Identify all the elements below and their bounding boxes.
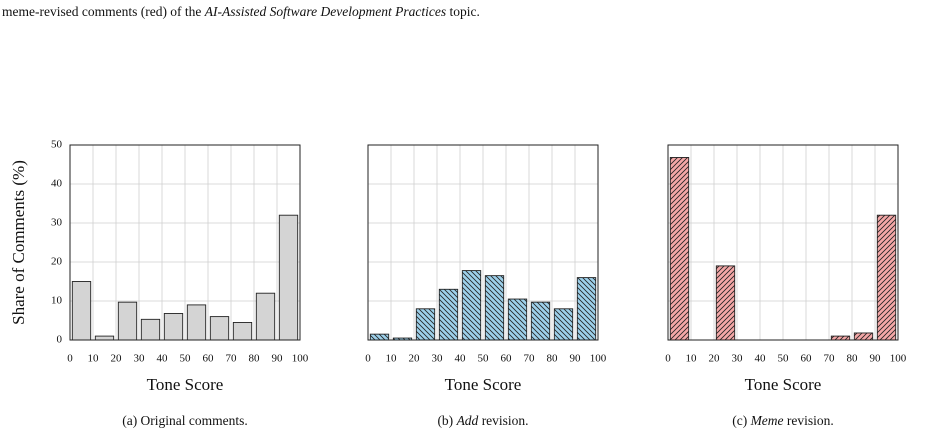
x-tick-label: 10 <box>386 353 398 365</box>
x-tick-label: 90 <box>870 353 882 365</box>
subcaption-text: (b) <box>437 413 456 428</box>
bar <box>415 308 436 341</box>
y-tick-label: 20 <box>51 256 63 268</box>
x-tick-label: 60 <box>203 353 215 365</box>
x-tick-label: 80 <box>249 353 261 365</box>
x-tick-label: 50 <box>180 353 192 365</box>
x-tick-label: 70 <box>524 353 536 365</box>
bar <box>117 301 138 341</box>
y-tick-label: 40 <box>51 178 63 190</box>
subcaption: (a) Original comments. <box>122 413 248 428</box>
bar <box>853 332 874 341</box>
bar <box>438 288 459 341</box>
bar <box>232 322 253 341</box>
bar <box>507 298 528 341</box>
plot-frame <box>367 144 599 341</box>
bar <box>186 304 207 341</box>
subcaption-text: revision. <box>784 413 834 428</box>
y-tick-label: 30 <box>51 217 63 229</box>
bar <box>830 335 851 341</box>
bar <box>71 281 92 341</box>
x-tick-label: 0 <box>665 353 671 365</box>
x-tick-label: 40 <box>455 353 467 365</box>
x-tick-label: 0 <box>365 353 371 365</box>
bar <box>140 318 161 341</box>
x-tick-label: 30 <box>134 353 146 365</box>
plot-frame <box>667 144 899 341</box>
y-tick-label: 10 <box>51 295 63 307</box>
caption-text: topic. <box>446 4 480 19</box>
bar <box>484 275 505 341</box>
x-tick-label: 90 <box>570 353 582 365</box>
bar <box>94 335 115 341</box>
x-tick-label: 30 <box>432 353 444 365</box>
bar <box>369 333 390 341</box>
x-tick-label: 60 <box>801 353 813 365</box>
x-tick-label: 30 <box>732 353 744 365</box>
caption-text: meme-revised comments (red) of the <box>2 4 205 19</box>
bar <box>530 301 551 341</box>
x-tick-label: 20 <box>409 353 421 365</box>
bar <box>669 157 690 341</box>
bar <box>278 214 299 341</box>
x-tick-label: 20 <box>709 353 721 365</box>
subcaption: (c) Meme revision. <box>732 413 834 428</box>
subcaption-text: (a) Original comments. <box>122 413 248 428</box>
x-axis-label: Tone Score <box>147 375 224 394</box>
x-tick-label: 70 <box>824 353 836 365</box>
bar <box>209 316 230 341</box>
x-tick-label: 50 <box>778 353 790 365</box>
bar <box>576 277 597 341</box>
x-tick-label: 50 <box>478 353 490 365</box>
subcaption-text: Add <box>456 413 479 428</box>
x-tick-label: 40 <box>755 353 767 365</box>
bar <box>255 292 276 341</box>
x-tick-label: 100 <box>590 353 607 365</box>
bar <box>876 214 897 341</box>
x-tick-label: 20 <box>111 353 123 365</box>
x-tick-label: 80 <box>547 353 559 365</box>
bar <box>553 308 574 341</box>
x-tick-label: 0 <box>67 353 73 365</box>
x-tick-label: 10 <box>88 353 100 365</box>
caption-topic: AI-Assisted Software Development Practic… <box>204 4 446 19</box>
subcaption-text: Meme <box>750 413 784 428</box>
x-axis-label: Tone Score <box>745 375 822 394</box>
subcaption: (b) Add revision. <box>437 413 528 428</box>
bar <box>461 270 482 341</box>
x-tick-label: 10 <box>686 353 698 365</box>
plot-frame <box>69 144 301 341</box>
subcaption-text: revision. <box>478 413 528 428</box>
y-tick-label: 50 <box>51 139 63 151</box>
x-tick-label: 40 <box>157 353 169 365</box>
bar <box>163 313 184 341</box>
x-axis-label: Tone Score <box>445 375 522 394</box>
x-tick-label: 100 <box>890 353 907 365</box>
x-tick-label: 90 <box>272 353 284 365</box>
x-tick-label: 80 <box>847 353 859 365</box>
subcaption-text: (c) <box>732 413 750 428</box>
x-tick-label: 70 <box>226 353 238 365</box>
x-tick-label: 100 <box>292 353 309 365</box>
bar <box>715 265 736 341</box>
y-axis-label: Share of Comments (%) <box>9 160 28 325</box>
figure-caption: meme-revised comments (red) of the AI-As… <box>2 4 480 19</box>
y-tick-label: 0 <box>57 334 63 346</box>
x-tick-label: 60 <box>501 353 513 365</box>
